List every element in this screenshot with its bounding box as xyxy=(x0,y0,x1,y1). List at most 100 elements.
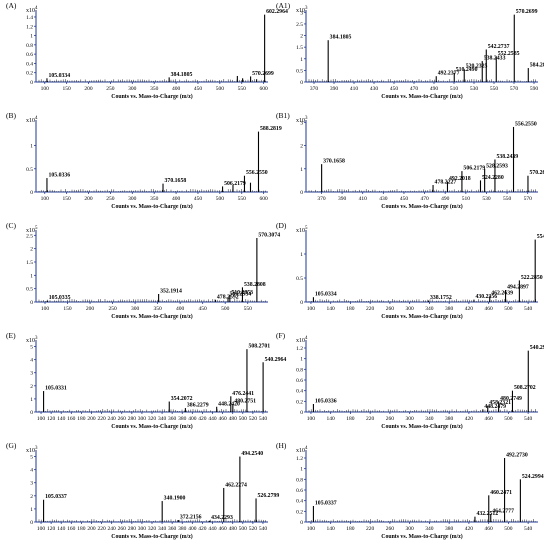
peak-label: 370.1658 xyxy=(323,159,345,165)
spectrum-panel: (B1) x103 0 1 2 3 370 390 410 430 450 470 490 510 530 5… xyxy=(276,111,544,210)
y-scale-exponent: 3 xyxy=(35,446,38,451)
x-tick-label: 420 xyxy=(465,526,474,532)
panel-label: (A1) xyxy=(276,1,291,10)
peak-label: 105.0335 xyxy=(49,295,71,301)
y-tick-label: 0.4 xyxy=(296,499,303,505)
x-tick-label: 100 xyxy=(41,196,50,202)
y-tick-label: 0.8 xyxy=(26,43,33,49)
x-tick-label: 260 xyxy=(118,416,127,422)
peak-label: 354.2072 xyxy=(171,396,193,402)
x-tick-label: 150 xyxy=(63,306,72,312)
peak-label: 434.2293 xyxy=(211,515,233,521)
y-tick-label: 0 xyxy=(300,190,303,196)
x-tick-label: 450 xyxy=(400,196,409,202)
peak-label: 570.2699 xyxy=(516,9,538,15)
x-axis-title: Counts vs. Mass-to-Charge (m/z) xyxy=(381,203,463,210)
peak-label: 542.2737 xyxy=(488,44,510,50)
panel-label: (G) xyxy=(6,441,17,450)
x-tick-label: 470 xyxy=(410,86,419,92)
x-tick-label: 220 xyxy=(97,526,106,532)
x-tick-label: 120 xyxy=(47,526,56,532)
y-tick-label: 0 xyxy=(300,80,303,86)
peak-label: 540.2964 xyxy=(265,357,287,363)
peak-label: 540.2965 xyxy=(530,345,544,351)
x-tick-label: 380 xyxy=(178,416,187,422)
panel-label: (C) xyxy=(6,221,17,230)
baseline-noise xyxy=(38,79,266,82)
y-tick-label: 2 xyxy=(300,144,303,150)
x-tick-label: 180 xyxy=(346,306,355,312)
y-scale-exponent: 4 xyxy=(305,446,308,451)
y-tick-label: 0 xyxy=(30,410,33,416)
x-axis-title: Counts vs. Mass-to-Charge (m/z) xyxy=(381,93,463,100)
x-tick-label: 460 xyxy=(218,526,227,532)
peak-label: 340.1900 xyxy=(164,496,186,502)
spectrum-panel: (F) x104 0 0.2 0.4 0.6 0.8 1 1.2 100 140 180 220 260 3… xyxy=(276,331,544,430)
x-tick-label: 550 xyxy=(490,86,499,92)
peak-label: 462.2274 xyxy=(225,482,247,488)
y-tick-label: 0.5 xyxy=(296,68,303,74)
y-tick-label: 0.5 xyxy=(26,167,33,173)
peak-label: 552.2585 xyxy=(498,51,520,57)
peak-label: 458.2321 xyxy=(489,400,511,406)
peak-label: 476.2441 xyxy=(232,391,254,397)
y-tick-label: 2 xyxy=(30,494,33,500)
x-tick-label: 450 xyxy=(390,86,399,92)
x-tick-label: 250 xyxy=(106,196,115,202)
y-tick-label: 3 xyxy=(30,371,33,377)
x-tick-label: 200 xyxy=(87,416,96,422)
y-tick-label: 3 xyxy=(30,481,33,487)
baseline-noise xyxy=(308,409,536,412)
peak-label: 556.2550 xyxy=(515,121,537,127)
spectrum-panel: (C) x105 0 0.5 1 1.5 2 2.5 100 150 200 250 300 350 400… xyxy=(6,221,280,320)
x-tick-label: 550 xyxy=(238,86,247,92)
peak-label: 494.2540 xyxy=(241,451,263,457)
x-tick-label: 590 xyxy=(530,86,539,92)
peak-label: 492.2730 xyxy=(506,453,528,459)
panel-label: (D) xyxy=(276,221,287,230)
peak-label: 526.2799 xyxy=(258,493,280,499)
peak-label: 602.2964 xyxy=(266,9,288,15)
peak-label: 538.2433 xyxy=(484,56,506,62)
spectrum-panel: (E) x103 0 1 2 3 4 5 100 120 140 160 180 200 220 240 260… xyxy=(6,331,286,430)
y-scale-exponent: 5 xyxy=(35,226,38,231)
y-tick-label: 0.2 xyxy=(296,509,303,515)
x-tick-label: 600 xyxy=(259,196,268,202)
y-tick-label: 1 xyxy=(300,252,303,258)
x-tick-label: 300 xyxy=(138,416,147,422)
panel-label: (E) xyxy=(6,331,16,340)
y-tick-label: 1 xyxy=(30,397,33,403)
peak-label: 384.1805 xyxy=(171,72,193,78)
y-tick-label: 3 xyxy=(300,10,303,16)
y-tick-label: 0 xyxy=(30,300,33,306)
peak-label: 510.2490 xyxy=(456,67,478,73)
x-tick-label: 500 xyxy=(239,416,248,422)
x-tick-label: 180 xyxy=(346,526,355,532)
x-tick-label: 400 xyxy=(176,306,185,312)
x-tick-label: 240 xyxy=(108,416,117,422)
peak-label: 520.2325 xyxy=(466,64,488,70)
x-tick-label: 140 xyxy=(57,526,66,532)
y-scale-multiplier: x105 xyxy=(26,226,38,234)
y-tick-label: 5 xyxy=(30,455,33,461)
spectrum-panel: (B) x104 0 0.5 1 100 150 200 250 300 350 400 450 500 5… xyxy=(6,111,282,210)
x-tick-label: 540 xyxy=(259,526,268,532)
peak-label: 494.2897 xyxy=(507,285,529,291)
x-tick-label: 500 xyxy=(221,306,230,312)
peak-label: 554.3113 xyxy=(537,234,544,240)
x-tick-label: 100 xyxy=(41,86,50,92)
x-tick-label: 540 xyxy=(259,416,268,422)
y-tick-label: 0.4 xyxy=(296,389,303,395)
x-tick-label: 520 xyxy=(249,416,258,422)
x-tick-label: 360 xyxy=(168,416,177,422)
peak-label: 105.0337 xyxy=(45,494,67,500)
x-tick-label: 240 xyxy=(108,526,117,532)
x-tick-label: 260 xyxy=(386,526,395,532)
y-scale-exponent: 5 xyxy=(305,226,308,231)
x-tick-label: 320 xyxy=(148,526,157,532)
x-tick-label: 300 xyxy=(406,306,415,312)
y-scale-exponent: 4 xyxy=(35,6,38,11)
x-tick-label: 440 xyxy=(208,526,217,532)
